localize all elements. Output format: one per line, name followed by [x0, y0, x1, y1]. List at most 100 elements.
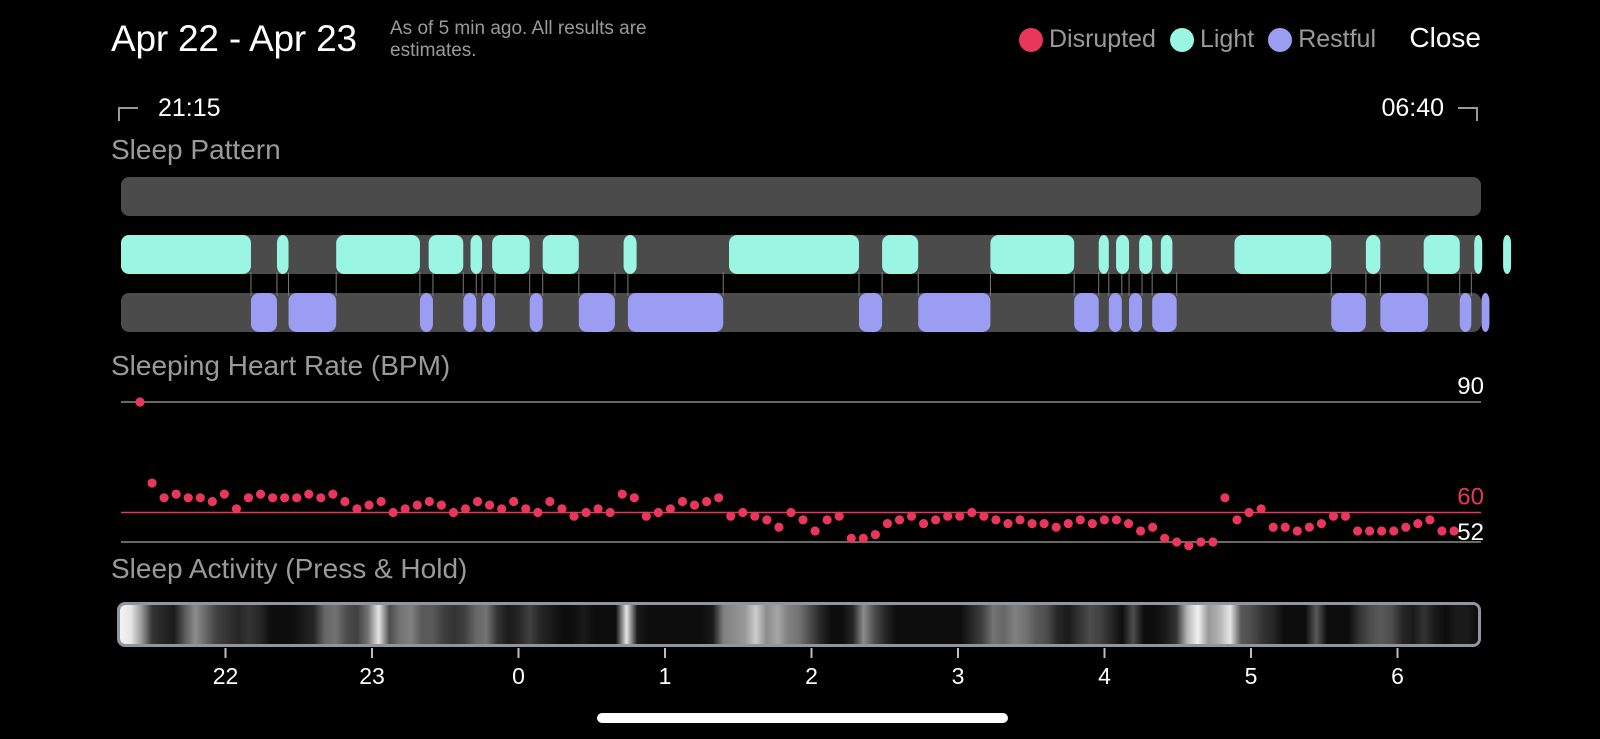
restful-segment[interactable] [1459, 293, 1472, 332]
light-segment[interactable] [623, 235, 637, 274]
hr-point [1328, 511, 1339, 521]
light-segment[interactable] [990, 235, 1075, 274]
light-segment[interactable] [1160, 235, 1173, 274]
hr-scale-label: 52 [1457, 519, 1484, 546]
light-segment[interactable] [276, 235, 289, 274]
restful-segment[interactable] [1074, 293, 1099, 332]
hr-point [726, 511, 736, 521]
restful-segment[interactable] [627, 293, 724, 332]
legend-item-disrupted: Disrupted [1018, 25, 1156, 54]
hr-point [786, 507, 796, 518]
left-bracket-icon [118, 106, 138, 121]
hr-point [665, 504, 676, 514]
hr-point [1437, 526, 1447, 536]
hr-point [1148, 522, 1158, 532]
hr-point [280, 493, 290, 503]
restful-segment[interactable] [1152, 293, 1177, 332]
heart-rate-chart: 90 60 52 [121, 373, 1484, 551]
light-segment[interactable] [492, 235, 530, 274]
legend-label-restful: Restful [1298, 25, 1376, 53]
restful-segment[interactable] [463, 293, 477, 332]
hr-point [147, 478, 157, 488]
hr-point [581, 507, 591, 518]
light-segment[interactable] [1365, 235, 1381, 274]
close-button[interactable]: Close [1409, 22, 1481, 53]
restful-segment[interactable] [482, 293, 496, 332]
light-segment[interactable] [882, 235, 919, 274]
restful-segment[interactable] [858, 293, 883, 332]
hr-point [255, 489, 266, 499]
hr-point [448, 507, 459, 518]
sleep-start-time: 21:15 [118, 94, 221, 123]
restful-segment[interactable] [918, 293, 991, 332]
hr-point [195, 493, 205, 503]
light-segment[interactable] [428, 235, 464, 274]
hr-point [846, 533, 856, 543]
sleep-activity-title: Sleep Activity (Press & Hold) [111, 553, 468, 584]
hr-point [243, 493, 254, 503]
hr-point [1087, 518, 1097, 529]
hr-point [1172, 537, 1182, 547]
restful-segment[interactable] [1108, 293, 1122, 332]
hr-point [774, 522, 784, 532]
hr-point [1256, 504, 1266, 514]
light-segment[interactable] [542, 235, 579, 274]
hr-point [460, 504, 471, 514]
restful-dot-icon [1268, 27, 1293, 52]
hr-point [834, 511, 844, 521]
hr-point [1268, 522, 1278, 532]
hr-point [931, 515, 941, 525]
light-segment[interactable] [121, 235, 251, 274]
restful-segment[interactable] [578, 293, 615, 332]
activity-gradient[interactable] [120, 605, 1478, 644]
restful-segment[interactable] [288, 293, 337, 332]
hr-point [870, 530, 880, 540]
hr-point [436, 500, 446, 510]
restful-segment[interactable] [529, 293, 543, 332]
date-range-title: Apr 22 - Apr 23 [111, 18, 357, 59]
light-segment[interactable] [1234, 235, 1332, 274]
light-segment[interactable] [1423, 235, 1460, 274]
hr-point [1027, 518, 1037, 529]
sleep-activity-strip[interactable] [117, 602, 1481, 647]
light-segment[interactable] [1474, 235, 1483, 274]
hr-point [677, 496, 688, 507]
hr-point [1135, 526, 1146, 536]
legend-label-light: Light [1199, 25, 1255, 53]
hr-point [918, 518, 929, 529]
hr-scale-label: 60 [1457, 484, 1484, 511]
hr-point [967, 507, 977, 518]
light-segment[interactable] [729, 235, 859, 274]
legend: Disrupted Light Restful [1005, 25, 1376, 54]
hr-point [231, 504, 242, 514]
restful-segment[interactable] [1331, 293, 1366, 332]
hr-point [497, 504, 507, 514]
home-indicator[interactable] [597, 713, 1008, 723]
hr-point [509, 496, 519, 507]
hr-point [364, 500, 374, 510]
hr-point [1184, 541, 1194, 551]
hr-point [1208, 537, 1218, 547]
hour-tick-label: 1 [659, 663, 672, 689]
light-segment[interactable] [1098, 235, 1109, 274]
hr-point [1232, 515, 1242, 525]
restful-segment[interactable] [250, 293, 277, 332]
hr-point [1244, 507, 1254, 518]
restful-segment[interactable] [419, 293, 433, 332]
hr-point [979, 511, 989, 521]
legend-label-disrupted: Disrupted [1048, 25, 1156, 53]
light-segment[interactable] [336, 235, 420, 274]
light-segment[interactable] [1116, 235, 1130, 274]
hr-point [1377, 526, 1387, 536]
restful-segment[interactable] [1380, 293, 1428, 332]
hr-point [219, 489, 229, 499]
light-segment[interactable] [470, 235, 483, 274]
hr-point [533, 507, 543, 518]
light-segment[interactable] [1503, 235, 1512, 274]
hr-point [882, 518, 893, 529]
hr-point [641, 511, 651, 521]
restful-segment[interactable] [1481, 293, 1490, 332]
hr-point [858, 533, 868, 543]
light-segment[interactable] [1139, 235, 1153, 274]
restful-segment[interactable] [1129, 293, 1143, 332]
